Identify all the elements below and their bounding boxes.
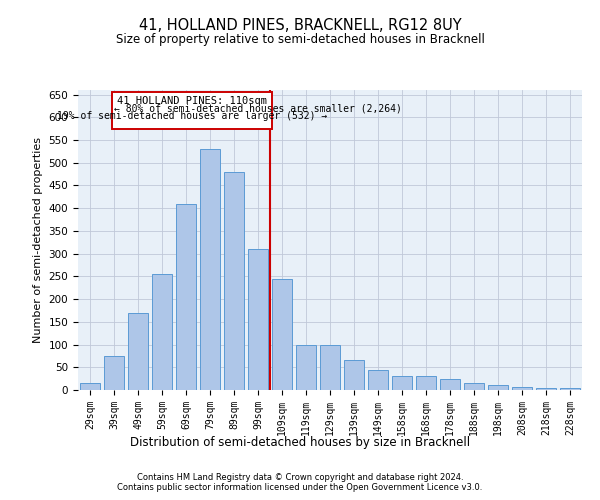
Text: ← 80% of semi-detached houses are smaller (2,264): ← 80% of semi-detached houses are smalle… [114, 104, 402, 114]
Bar [464, 383, 484, 390]
Bar [440, 378, 460, 390]
Text: 41, HOLLAND PINES, BRACKNELL, RG12 8UY: 41, HOLLAND PINES, BRACKNELL, RG12 8UY [139, 18, 461, 32]
Bar [272, 278, 292, 390]
Bar [416, 376, 436, 390]
Bar [152, 274, 172, 390]
Bar [392, 376, 412, 390]
Bar [224, 172, 244, 390]
Text: Size of property relative to semi-detached houses in Bracknell: Size of property relative to semi-detach… [116, 32, 484, 46]
Bar [296, 344, 316, 390]
Bar [536, 388, 556, 390]
Bar [488, 386, 508, 390]
Text: Contains HM Land Registry data © Crown copyright and database right 2024.: Contains HM Land Registry data © Crown c… [137, 472, 463, 482]
Bar [80, 383, 100, 390]
Text: 41 HOLLAND PINES: 110sqm: 41 HOLLAND PINES: 110sqm [117, 96, 267, 106]
Text: Contains public sector information licensed under the Open Government Licence v3: Contains public sector information licen… [118, 482, 482, 492]
Bar [248, 249, 268, 390]
Text: Distribution of semi-detached houses by size in Bracknell: Distribution of semi-detached houses by … [130, 436, 470, 449]
Bar [344, 360, 364, 390]
Bar [560, 388, 580, 390]
Bar [128, 312, 148, 390]
Bar [320, 344, 340, 390]
Bar [368, 370, 388, 390]
Bar [200, 149, 220, 390]
Bar [176, 204, 196, 390]
Bar [512, 387, 532, 390]
Text: 19% of semi-detached houses are larger (532) →: 19% of semi-detached houses are larger (… [57, 112, 327, 122]
Y-axis label: Number of semi-detached properties: Number of semi-detached properties [33, 137, 43, 343]
FancyBboxPatch shape [112, 92, 272, 128]
Bar [104, 356, 124, 390]
